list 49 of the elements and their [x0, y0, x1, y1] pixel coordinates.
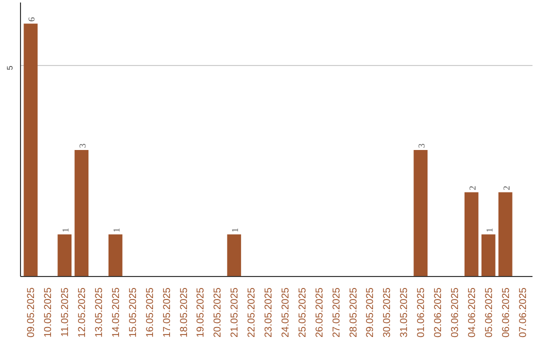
x-tick-label: 19.05.2025 — [196, 287, 207, 338]
x-tick-label: 04.06.2025 — [466, 287, 478, 338]
x-tick-label: 18.05.2025 — [178, 287, 190, 338]
x-tick-label: 17.05.2025 — [162, 287, 173, 338]
bar — [414, 150, 428, 276]
bar — [464, 192, 478, 276]
data-label: 6 — [26, 16, 37, 22]
x-tick-label: 16.05.2025 — [144, 287, 156, 338]
x-tick-label: 12.05.2025 — [77, 287, 88, 338]
bar — [58, 234, 72, 276]
x-tick-label: 09.05.2025 — [26, 287, 38, 338]
data-label: 1 — [111, 228, 122, 232]
x-tick-label: 22.05.2025 — [246, 287, 258, 338]
x-tick-label: 13.05.2025 — [94, 287, 105, 338]
bar — [498, 192, 512, 276]
bar — [108, 234, 122, 276]
x-tick-label: 03.06.2025 — [450, 287, 462, 338]
data-label: 1 — [60, 228, 71, 232]
x-tick-label: 11.05.2025 — [60, 287, 72, 337]
data-label: 3 — [416, 143, 427, 148]
y-tick-label: 5 — [6, 65, 14, 70]
x-tick-label: 05.06.2025 — [484, 287, 495, 338]
x-tick-label: 29.05.2025 — [365, 287, 376, 338]
data-label: 2 — [467, 186, 478, 190]
data-label: 1 — [484, 228, 494, 232]
x-tick-label: 01.06.2025 — [416, 287, 428, 338]
x-tick-label: 21.05.2025 — [230, 287, 241, 338]
bar — [74, 150, 88, 276]
bar — [24, 24, 38, 276]
bar — [481, 234, 496, 276]
x-tick-label: 26.05.2025 — [314, 287, 326, 338]
x-tick-label: 27.05.2025 — [331, 287, 342, 338]
x-tick-label: 15.05.2025 — [128, 287, 139, 338]
x-tick-label: 30.05.2025 — [382, 287, 394, 338]
x-tick-label: 24.05.2025 — [280, 287, 292, 338]
x-tick-label: 23.05.2025 — [264, 287, 275, 338]
x-tick-label: 31.05.2025 — [399, 287, 410, 338]
x-tick-label: 06.06.2025 — [500, 287, 512, 338]
x-tick-label: 07.06.2025 — [518, 287, 529, 338]
x-tick-label: 10.05.2025 — [43, 287, 54, 338]
x-tick-label: 28.05.2025 — [348, 287, 360, 338]
x-tick-label: 20.05.2025 — [212, 287, 224, 338]
data-label: 3 — [78, 143, 88, 148]
data-label: 1 — [230, 228, 240, 232]
bar — [227, 234, 242, 276]
x-tick-label: 14.05.2025 — [110, 287, 122, 338]
x-tick-label: 25.05.2025 — [297, 287, 308, 338]
x-tick-label: 02.06.2025 — [433, 287, 444, 338]
data-label: 2 — [501, 186, 512, 190]
